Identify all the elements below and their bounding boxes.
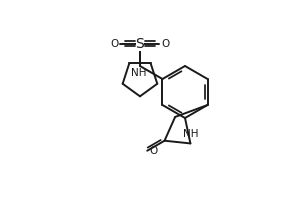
Text: O: O <box>149 146 158 156</box>
Text: S: S <box>136 37 144 51</box>
Text: NH: NH <box>131 68 147 78</box>
Text: NH: NH <box>183 129 198 139</box>
Text: O: O <box>110 39 118 49</box>
Text: O: O <box>161 39 170 49</box>
